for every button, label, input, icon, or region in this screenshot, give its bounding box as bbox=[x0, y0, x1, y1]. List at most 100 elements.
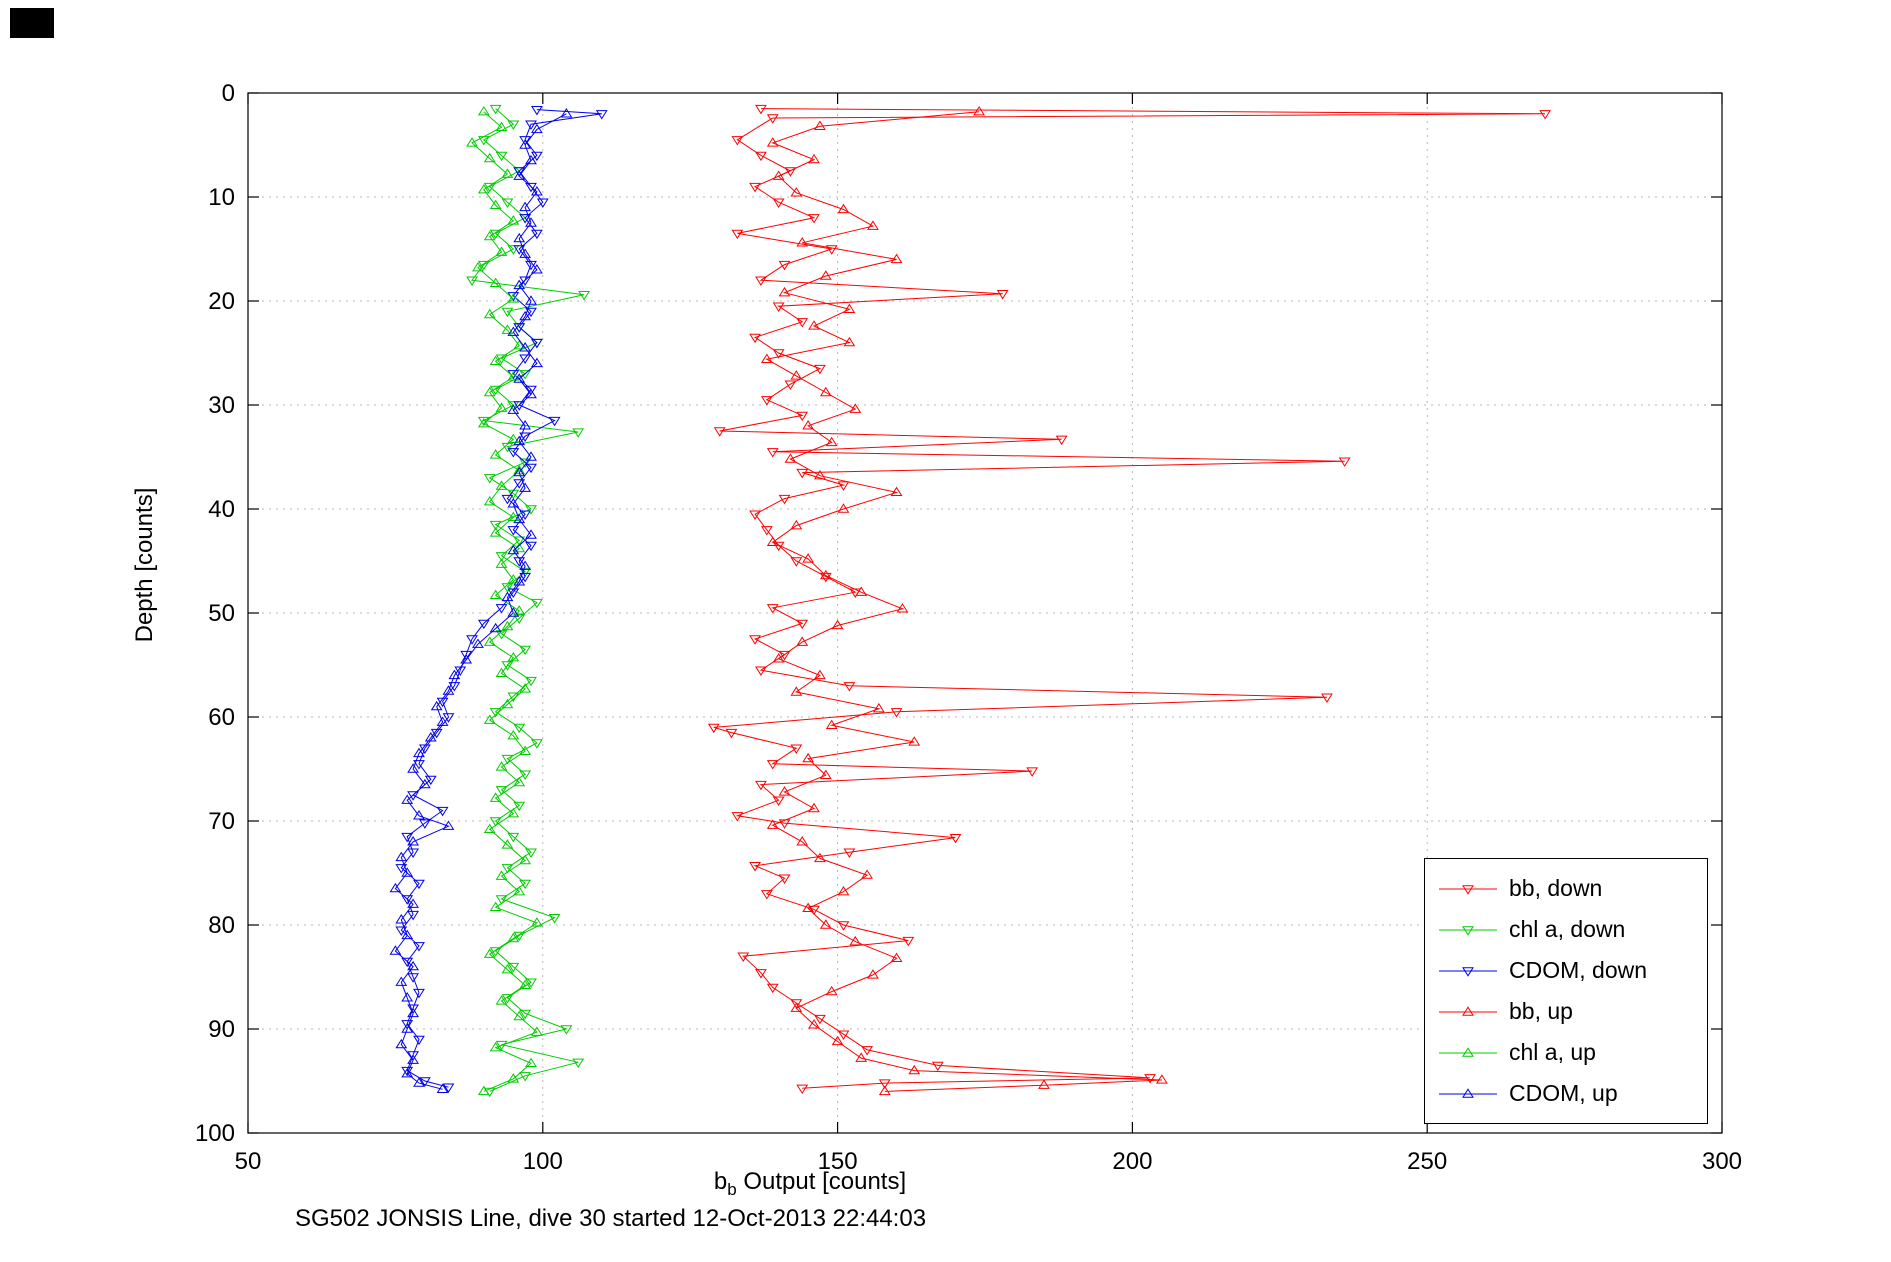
series-marker-triangle-up bbox=[466, 137, 478, 147]
series-marker-triangle-up bbox=[401, 1023, 414, 1033]
series-marker-triangle-down bbox=[595, 110, 608, 120]
series-marker-triangle-down bbox=[1539, 110, 1552, 120]
series-marker-triangle-up bbox=[507, 326, 520, 336]
series-marker-triangle-up bbox=[778, 286, 791, 297]
series-marker-triangle-up bbox=[442, 685, 455, 695]
series-marker-triangle-up bbox=[513, 339, 526, 350]
series-marker-triangle-down bbox=[525, 120, 537, 130]
series-marker-triangle-up bbox=[890, 952, 903, 962]
x-tick-label: 250 bbox=[1407, 1148, 1447, 1175]
series-marker-triangle-down bbox=[407, 910, 419, 921]
series-marker-triangle-up bbox=[477, 183, 490, 194]
series-marker-triangle-up bbox=[489, 589, 502, 600]
series-marker-triangle-up bbox=[483, 714, 496, 724]
series-marker-triangle-down bbox=[772, 198, 785, 208]
series-marker-triangle-down bbox=[837, 921, 850, 931]
series-marker-triangle-down bbox=[531, 598, 543, 609]
series-marker-triangle-up bbox=[395, 976, 408, 986]
series-marker-triangle-down bbox=[513, 536, 526, 546]
series-marker-triangle-up bbox=[401, 794, 414, 804]
legend: bb, down chl a, down CDOM, down bb, up chl a… bbox=[1424, 858, 1708, 1124]
series-marker-triangle-up bbox=[507, 607, 520, 617]
series-marker-triangle-up bbox=[796, 636, 809, 646]
series-marker-triangle-up bbox=[837, 203, 850, 214]
series-marker-triangle-up bbox=[495, 121, 508, 132]
series-marker-triangle-down bbox=[507, 962, 520, 973]
series-marker-triangle-up bbox=[814, 469, 826, 480]
series-marker-triangle-down bbox=[796, 468, 809, 479]
series-marker-triangle-down bbox=[495, 604, 508, 614]
series-marker-triangle-up bbox=[819, 769, 832, 779]
series-marker-triangle-up bbox=[495, 995, 508, 1005]
series-marker-triangle-up bbox=[495, 870, 508, 880]
series-marker-triangle-down bbox=[749, 510, 761, 520]
legend-sample-triangle-down bbox=[1439, 925, 1497, 936]
legend-label: bb, up bbox=[1509, 998, 1573, 1024]
y-axis-label: Depth [counts] bbox=[131, 487, 158, 643]
series-bb-up bbox=[760, 105, 1168, 1096]
series-marker-triangle-up bbox=[519, 854, 532, 865]
series-marker-triangle-down bbox=[531, 229, 543, 240]
series-marker-triangle-up bbox=[908, 736, 921, 746]
series-marker-triangle-down bbox=[772, 349, 785, 359]
legend-label: CDOM, down bbox=[1509, 957, 1648, 983]
series-marker-triangle-up bbox=[519, 560, 532, 570]
y-tick-label: 50 bbox=[208, 600, 235, 627]
series-marker-triangle-up bbox=[519, 683, 532, 693]
series-marker-triangle-up bbox=[531, 186, 543, 196]
series-marker-triangle-down bbox=[760, 396, 773, 406]
series-marker-triangle-up bbox=[855, 1052, 868, 1062]
series-marker-triangle-up bbox=[413, 1077, 425, 1087]
series-marker-triangle-up bbox=[513, 605, 526, 615]
series-marker-triangle-down bbox=[513, 167, 526, 177]
series-marker-triangle-down bbox=[519, 770, 532, 780]
series-marker-triangle-up bbox=[507, 293, 520, 303]
series-marker-triangle-down bbox=[519, 1009, 532, 1020]
series-marker-triangle-down bbox=[531, 739, 543, 749]
series-marker-triangle-up bbox=[507, 651, 520, 662]
legend-label: chl a, down bbox=[1509, 916, 1626, 942]
series-marker-triangle-down bbox=[507, 832, 520, 843]
series-marker-triangle-down bbox=[519, 432, 532, 442]
y-tick-label: 80 bbox=[208, 912, 235, 939]
series-marker-triangle-up bbox=[495, 480, 508, 490]
series-marker-triangle-down bbox=[501, 494, 514, 505]
series-marker-triangle-down bbox=[560, 1025, 573, 1035]
series-marker-triangle-up bbox=[525, 1057, 537, 1068]
y-tick-label: 40 bbox=[208, 496, 235, 523]
series-marker-triangle-down bbox=[413, 879, 425, 890]
series-marker-triangle-up bbox=[831, 1035, 844, 1046]
series-marker-triangle-down bbox=[513, 614, 526, 624]
series-marker-triangle-up bbox=[430, 700, 443, 711]
series-marker-triangle-down bbox=[407, 848, 419, 858]
series-marker-triangle-up bbox=[389, 882, 402, 893]
series-marker-triangle-down bbox=[772, 796, 785, 806]
series-marker-triangle-down bbox=[819, 572, 832, 583]
series-marker-triangle-up bbox=[766, 536, 779, 546]
series-line bbox=[765, 111, 1162, 1092]
series-marker-triangle-up bbox=[819, 569, 832, 580]
series-marker-triangle-down bbox=[755, 276, 767, 286]
x-tick-label: 100 bbox=[523, 1148, 563, 1175]
series-marker-triangle-down bbox=[513, 401, 526, 411]
series-marker-triangle-down bbox=[519, 214, 532, 224]
series-marker-triangle-up bbox=[407, 836, 419, 846]
series-marker-triangle-down bbox=[413, 988, 425, 999]
series-marker-triangle-up bbox=[890, 486, 903, 497]
series-marker-triangle-up bbox=[507, 544, 520, 555]
series-marker-triangle-up bbox=[519, 420, 532, 430]
series-marker-triangle-down bbox=[808, 905, 820, 916]
series-marker-triangle-up bbox=[825, 436, 838, 447]
legend-item: bb, down bbox=[1425, 868, 1707, 909]
series-marker-triangle-up bbox=[525, 529, 537, 539]
series-marker-triangle-down bbox=[466, 635, 478, 645]
series-marker-triangle-up bbox=[896, 603, 909, 613]
series-marker-triangle-up bbox=[495, 246, 508, 256]
series-marker-triangle-up bbox=[519, 139, 532, 149]
series-marker-triangle-down bbox=[507, 448, 520, 458]
series-marker-triangle-up bbox=[796, 237, 809, 247]
series-marker-triangle-down bbox=[519, 136, 532, 146]
series-marker-triangle-down bbox=[931, 1061, 944, 1072]
series-marker-triangle-down bbox=[519, 354, 532, 364]
series-marker-triangle-down bbox=[837, 1030, 850, 1040]
